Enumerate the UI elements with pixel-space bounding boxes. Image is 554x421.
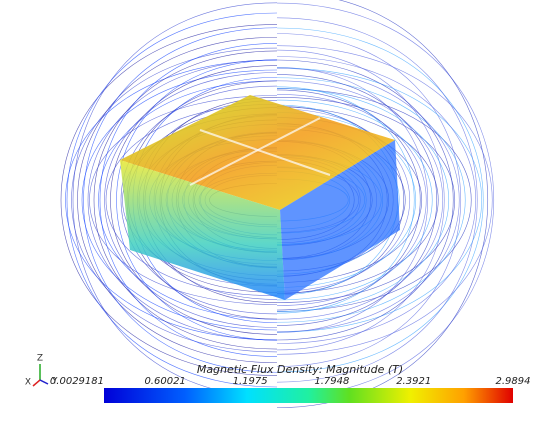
axis-label: X: [25, 378, 31, 388]
colorbar-ticks: 0.0029181 0.60021 1.1975 1.7948 2.3921 2.9894: [50, 376, 531, 387]
scene: Magnetic Flux Density: Magnitude (T) 0.0…: [0, 0, 554, 421]
colorbar-tick-label: 1.7948: [314, 376, 349, 387]
colorbar-title: Magnetic Flux Density: Magnitude (T): [197, 363, 403, 376]
colorbar: [104, 388, 513, 403]
colorbar-tick-label: 0.0029181: [50, 376, 104, 387]
axis-label: Z: [37, 354, 43, 364]
colorbar-tick-label: 1.1975: [233, 376, 268, 387]
viewport: Magnetic Flux Density: Magnitude (T) 0.0…: [0, 0, 554, 421]
colorbar-tick-label: 2.3921: [396, 376, 431, 387]
colorbar-tick-label: 0.60021: [144, 376, 185, 387]
axis-triad: Z X Y: [25, 354, 58, 388]
colorbar-tick-label: 2.9894: [496, 376, 531, 387]
axis-label: Y: [51, 377, 58, 387]
